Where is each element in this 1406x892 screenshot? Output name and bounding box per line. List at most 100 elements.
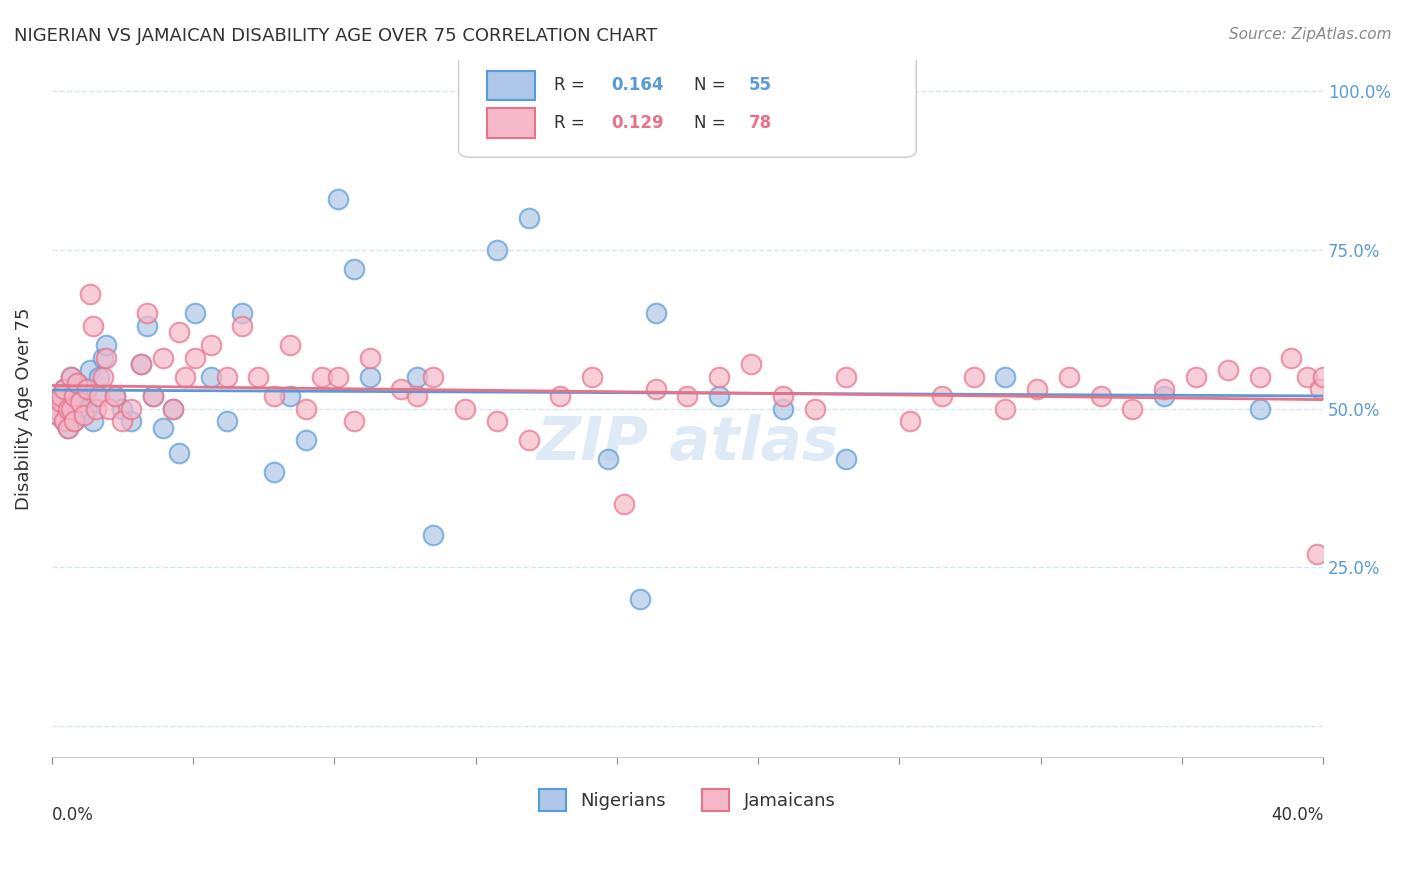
Point (63, 414, 86, 428)
Point (994, 401, 1017, 416)
Point (120, 401, 142, 416)
Point (184, 306, 207, 320)
Point (231, 319, 253, 334)
Point (162, 401, 184, 416)
Point (120, 414, 142, 428)
Point (104, 389, 127, 403)
FancyBboxPatch shape (458, 53, 917, 157)
Point (676, 389, 699, 403)
Point (740, 357, 762, 371)
Text: N =: N = (693, 77, 731, 95)
Point (772, 389, 794, 403)
Point (66, 395, 89, 409)
Text: Source: ZipAtlas.com: Source: ZipAtlas.com (1229, 27, 1392, 42)
Point (835, 369, 858, 384)
Point (111, 401, 134, 416)
Point (1185, 369, 1208, 384)
Point (596, 452, 619, 467)
Point (898, 414, 921, 428)
Text: R =: R = (554, 77, 591, 95)
Point (326, 369, 349, 384)
Point (1249, 369, 1271, 384)
Point (1312, 369, 1334, 384)
Point (44, 401, 66, 416)
Point (406, 369, 429, 384)
Bar (486, 109, 534, 137)
Point (76, 401, 98, 416)
Point (517, 211, 540, 226)
Point (94, 338, 117, 352)
Point (709, 389, 731, 403)
Point (215, 414, 238, 428)
Point (53, 414, 76, 428)
Point (63, 414, 86, 428)
Text: 0.129: 0.129 (612, 114, 664, 132)
Point (63, 389, 86, 403)
Point (1306, 548, 1329, 562)
Point (82, 319, 104, 334)
Point (359, 351, 381, 365)
Point (59, 369, 82, 384)
Point (104, 389, 127, 403)
Point (63, 389, 86, 403)
Point (152, 420, 174, 434)
Point (389, 383, 412, 397)
Point (129, 357, 152, 371)
Point (835, 452, 858, 467)
Point (79, 287, 101, 301)
Point (56, 420, 79, 434)
Point (66, 376, 89, 391)
Point (56, 401, 79, 416)
Point (59, 401, 82, 416)
Point (311, 369, 333, 384)
Point (53, 383, 76, 397)
Point (84, 401, 107, 416)
Point (136, 319, 159, 334)
Point (200, 338, 222, 352)
Point (454, 401, 477, 416)
Point (53, 414, 76, 428)
Y-axis label: Disability Age Over 75: Disability Age Over 75 (15, 307, 32, 509)
Point (76, 383, 98, 397)
Point (94, 351, 117, 365)
Text: 0.164: 0.164 (612, 77, 664, 95)
Point (162, 401, 184, 416)
Point (517, 434, 540, 448)
Point (56, 401, 79, 416)
Point (1026, 383, 1049, 397)
Point (142, 389, 165, 403)
Point (1279, 351, 1302, 365)
Point (644, 383, 666, 397)
Point (359, 369, 381, 384)
Point (263, 389, 285, 403)
Text: 78: 78 (748, 114, 772, 132)
Point (1057, 369, 1080, 384)
Point (803, 401, 825, 416)
Point (51, 395, 73, 409)
Point (56, 420, 79, 434)
Point (994, 369, 1017, 384)
Point (343, 262, 366, 277)
Text: 40.0%: 40.0% (1271, 806, 1323, 824)
Point (231, 306, 253, 320)
Point (152, 351, 174, 365)
Point (247, 369, 270, 384)
Point (772, 401, 794, 416)
Point (200, 369, 222, 384)
Point (69, 408, 91, 422)
Point (184, 351, 207, 365)
Point (343, 414, 366, 428)
Point (89, 389, 111, 403)
Point (581, 369, 603, 384)
Point (167, 326, 190, 340)
Point (51, 389, 73, 403)
Text: R =: R = (554, 114, 591, 132)
Point (66, 376, 89, 391)
Point (111, 414, 134, 428)
Point (263, 465, 285, 479)
Bar (486, 70, 534, 100)
Point (628, 591, 651, 606)
Point (46, 408, 69, 422)
Point (91, 369, 114, 384)
Point (613, 497, 636, 511)
